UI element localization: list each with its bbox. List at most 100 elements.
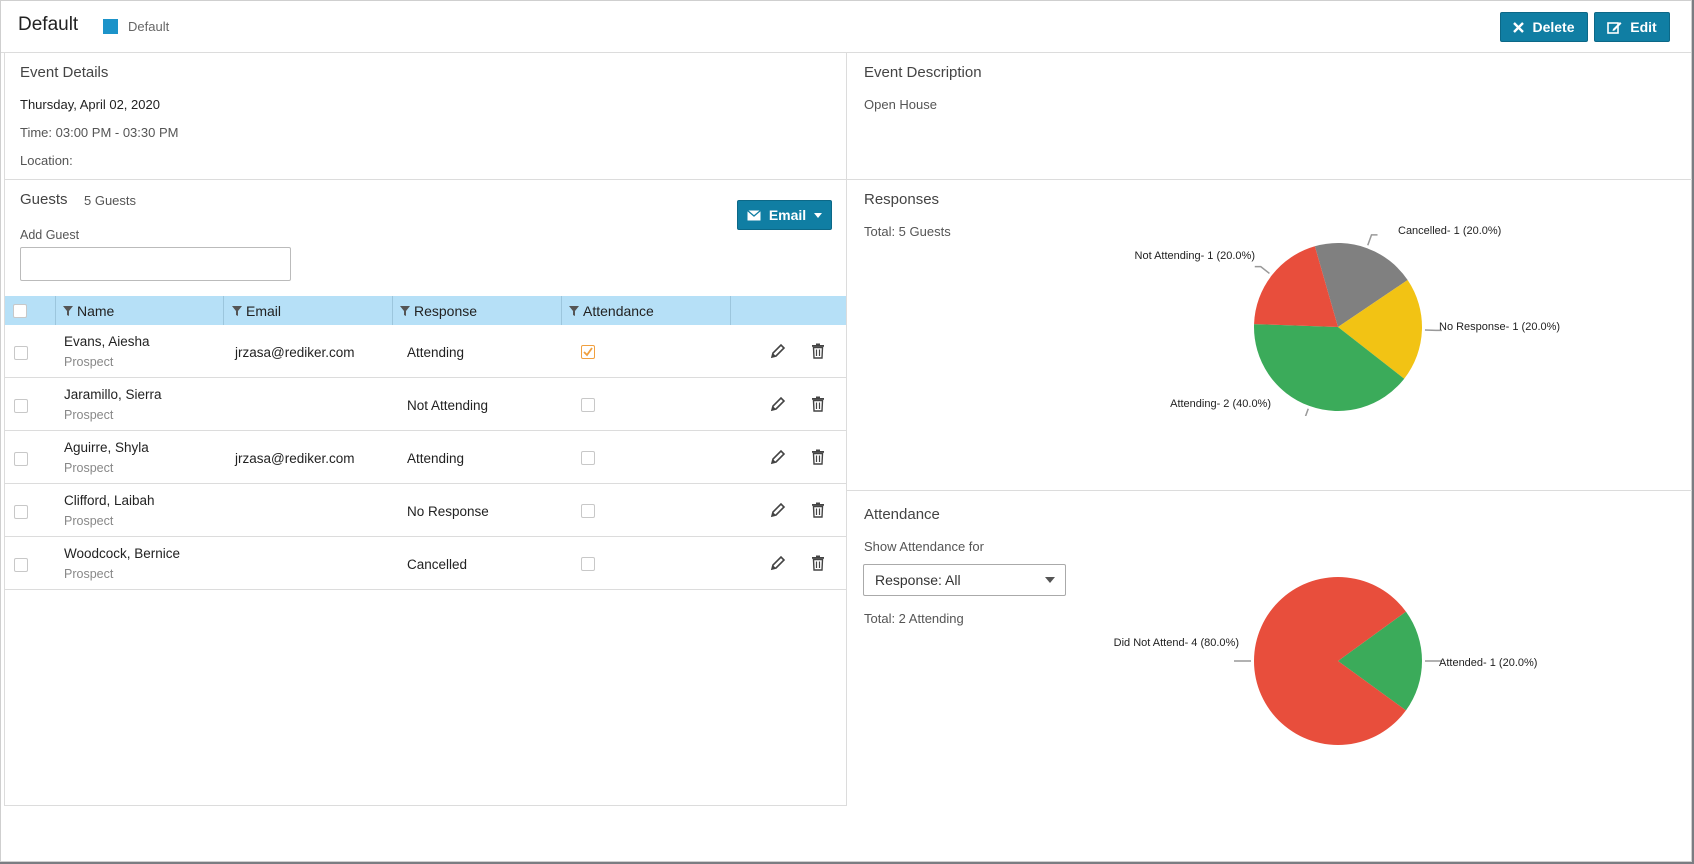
- delete-button[interactable]: Delete: [1500, 12, 1588, 42]
- guest-response: No Response: [407, 504, 489, 519]
- column-header-name[interactable]: Name: [63, 296, 114, 325]
- pie-slice-label: Attended- 1 (20.0%): [1439, 657, 1537, 669]
- guests-heading: Guests: [20, 191, 68, 208]
- pie-slice-label: Attending- 2 (40.0%): [1170, 398, 1271, 410]
- column-label: Name: [77, 302, 115, 319]
- column-header-response[interactable]: Response: [400, 296, 477, 325]
- responses-total: Total: 5 Guests: [864, 224, 951, 239]
- pie-slice-label: No Response- 1 (20.0%): [1439, 321, 1560, 333]
- row-checkbox[interactable]: [14, 558, 28, 572]
- trash-icon[interactable]: [811, 396, 825, 412]
- section-divider: [4, 179, 1692, 180]
- pie-slice[interactable]: [1254, 324, 1405, 411]
- pie-slice[interactable]: [1254, 246, 1338, 327]
- guest-name[interactable]: Aguirre, Shyla: [64, 440, 149, 455]
- event-details-heading: Event Details: [20, 64, 109, 81]
- guest-type: Prospect: [64, 514, 114, 528]
- calendar-name: Default: [128, 19, 170, 34]
- column-divider: [846, 52, 847, 806]
- add-guest-label: Add Guest: [20, 228, 80, 242]
- attendance-checkbox[interactable]: [581, 557, 595, 571]
- email-button[interactable]: Email: [737, 200, 832, 230]
- checkmark-icon: [583, 347, 593, 357]
- table-row: Jaramillo, Sierra Prospect Not Attending: [5, 378, 846, 431]
- pencil-icon[interactable]: [770, 396, 786, 412]
- event-time: Time: 03:00 PM - 03:30 PM: [20, 125, 179, 140]
- filter-icon[interactable]: [569, 305, 579, 316]
- table-bottom-divider: [4, 805, 847, 806]
- guest-type: Prospect: [64, 567, 114, 581]
- responses-pie-chart: Cancelled- 1 (20.0%) No Response- 1 (20.0…: [1135, 225, 1560, 416]
- left-edge-divider: [4, 52, 5, 806]
- guest-type: Prospect: [64, 461, 114, 475]
- attendance-pie-chart: Attended- 1 (20.0%) Did Not Attend- 4 (80…: [1114, 577, 1537, 745]
- trash-icon[interactable]: [811, 343, 825, 359]
- event-location: Location:: [20, 153, 73, 168]
- guest-name[interactable]: Clifford, Laibah: [64, 493, 155, 508]
- pencil-icon[interactable]: [770, 343, 786, 359]
- guest-name[interactable]: Woodcock, Bernice: [64, 546, 181, 561]
- pie-slice[interactable]: [1338, 611, 1422, 711]
- attendance-checkbox[interactable]: [581, 345, 595, 359]
- pie-leader-line: [1254, 265, 1270, 275]
- guest-name[interactable]: Evans, Aiesha: [64, 334, 150, 349]
- pie-leader-line: [1304, 408, 1309, 416]
- attendance-total: Total: 2 Attending: [864, 611, 964, 626]
- trash-icon[interactable]: [811, 449, 825, 465]
- table-row: Woodcock, Bernice Prospect Cancelled: [5, 537, 846, 590]
- column-label: Attendance: [583, 302, 654, 319]
- chevron-down-icon: [1045, 577, 1055, 583]
- pie-slice-label: Cancelled- 1 (20.0%): [1398, 225, 1501, 237]
- table-row: Evans, Aiesha Prospect jrzasa@rediker.com A…: [5, 325, 846, 378]
- column-separator: [55, 296, 56, 325]
- close-icon: [1513, 21, 1525, 33]
- select-all-checkbox[interactable]: [13, 304, 27, 318]
- attendance-checkbox[interactable]: [581, 504, 595, 518]
- filter-icon[interactable]: [400, 305, 410, 316]
- edit-button[interactable]: Edit: [1594, 12, 1670, 42]
- column-separator: [730, 296, 731, 325]
- trash-icon[interactable]: [811, 502, 825, 518]
- table-row: Clifford, Laibah Prospect No Response: [5, 484, 846, 537]
- pie-slice-label: Not Attending- 1 (20.0%): [1135, 250, 1255, 262]
- row-checkbox[interactable]: [14, 346, 28, 360]
- row-checkbox[interactable]: [14, 505, 28, 519]
- pie-slice[interactable]: [1254, 577, 1406, 745]
- pencil-icon[interactable]: [770, 555, 786, 571]
- guest-type: Prospect: [64, 355, 114, 369]
- envelope-icon: [746, 209, 761, 220]
- column-separator: [223, 296, 224, 325]
- email-button-label: Email: [768, 207, 807, 223]
- column-header-email[interactable]: Email: [232, 296, 281, 325]
- edit-icon: [1607, 21, 1622, 34]
- pencil-icon[interactable]: [770, 449, 786, 465]
- pencil-icon[interactable]: [770, 502, 786, 518]
- delete-button-label: Delete: [1532, 19, 1575, 35]
- event-date: Thursday, April 02, 2020: [20, 97, 160, 112]
- guest-name[interactable]: Jaramillo, Sierra: [64, 387, 162, 402]
- pie-slice-label: Did Not Attend- 4 (80.0%): [1114, 637, 1239, 649]
- attendance-filter-select[interactable]: Response: All: [863, 564, 1066, 596]
- guest-email: jrzasa@rediker.com: [235, 451, 355, 466]
- pie-slice[interactable]: [1338, 280, 1422, 379]
- trash-icon[interactable]: [811, 555, 825, 571]
- filter-icon[interactable]: [63, 305, 73, 316]
- column-separator: [561, 296, 562, 325]
- row-checkbox[interactable]: [14, 452, 28, 466]
- show-attendance-label: Show Attendance for: [864, 539, 984, 554]
- filter-icon[interactable]: [232, 305, 242, 316]
- attendance-checkbox[interactable]: [581, 451, 595, 465]
- attendance-checkbox[interactable]: [581, 398, 595, 412]
- column-header-attendance[interactable]: Attendance: [569, 296, 654, 325]
- attendance-heading: Attendance: [864, 506, 940, 523]
- pie-slice[interactable]: [1314, 243, 1408, 327]
- page-title: Default: [18, 14, 79, 35]
- guest-type: Prospect: [64, 408, 114, 422]
- event-description-heading: Event Description: [864, 64, 982, 81]
- row-checkbox[interactable]: [14, 399, 28, 413]
- header-bar: Default Default Delete Edit: [1, 1, 1691, 53]
- guest-response: Attending: [407, 451, 465, 466]
- add-guest-input[interactable]: [20, 247, 291, 281]
- caret-down-icon: [814, 212, 823, 218]
